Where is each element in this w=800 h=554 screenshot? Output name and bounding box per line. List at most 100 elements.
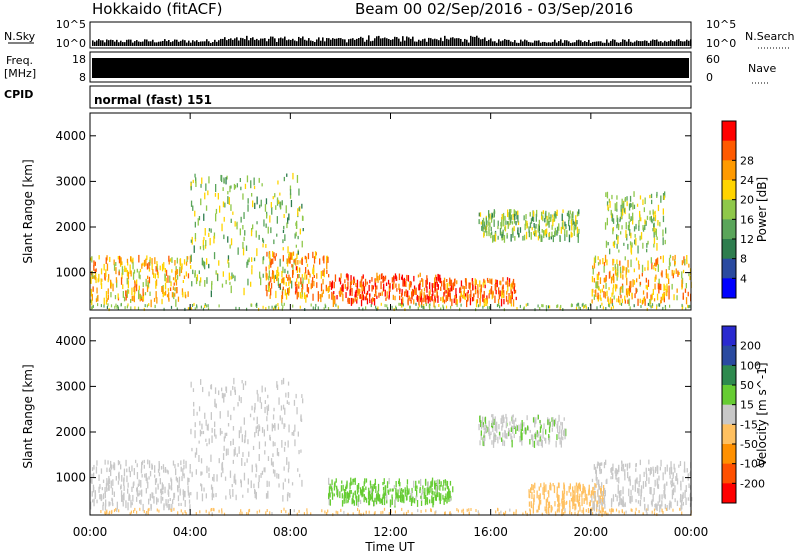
noise-bar [214, 39, 216, 46]
power-cell [138, 254, 140, 263]
power-cell [541, 229, 543, 233]
velocity-cell [194, 422, 196, 428]
velocity-cell [374, 511, 376, 515]
power-cell [669, 254, 672, 259]
power-cell [514, 236, 516, 241]
noise-bar [532, 42, 534, 46]
velocity-cell [377, 483, 380, 492]
velocity-cell [661, 500, 663, 507]
velocity-cell [672, 488, 675, 496]
velocity-cell [545, 498, 547, 506]
power-cell [421, 299, 423, 308]
velocity-cell [684, 491, 686, 498]
velocity-cell [470, 508, 472, 511]
power-cell [175, 269, 177, 275]
power-cell [290, 200, 293, 208]
power-cell [141, 263, 143, 269]
velocity-cell [546, 497, 549, 503]
power-cell [401, 274, 403, 281]
velocity-cell [551, 421, 554, 428]
velocity-cell [111, 487, 114, 495]
velocity-cell [691, 497, 693, 502]
velocity-cell [354, 491, 356, 496]
power-cell [204, 303, 206, 307]
power-cell [611, 292, 613, 297]
velocity-cell [213, 508, 215, 512]
power-cell [629, 229, 631, 236]
velocity-cell [491, 414, 493, 418]
power-cell [646, 292, 648, 299]
power-cell [142, 262, 144, 266]
colorbar-segment [722, 404, 736, 425]
velocity-cell [649, 487, 651, 494]
velocity-cell [402, 494, 404, 502]
power-cell [214, 192, 217, 197]
velocity-cell [356, 491, 359, 495]
velocity-cell [110, 460, 112, 469]
velocity-cell [187, 477, 189, 486]
power-cell [154, 305, 156, 309]
velocity-cell [208, 467, 210, 472]
noise-bar [522, 41, 524, 46]
velocity-cell [205, 493, 207, 499]
velocity-cell [185, 512, 187, 516]
velocity-cell [407, 509, 409, 513]
power-cell [633, 191, 635, 197]
velocity-cell [355, 494, 357, 499]
colorbar-segment [722, 463, 736, 484]
velocity-cell [561, 508, 563, 516]
power-cell [629, 218, 631, 222]
velocity-cell [572, 501, 574, 510]
power-cell [542, 304, 544, 308]
power-cell [165, 277, 167, 283]
power-cell [669, 262, 671, 267]
velocity-cell [239, 512, 241, 516]
power-cell [664, 191, 666, 198]
power-cell [338, 277, 341, 282]
velocity-cell [434, 511, 436, 515]
velocity-cell [295, 393, 297, 399]
power-cell [423, 306, 425, 310]
power-cell [302, 283, 304, 290]
power-cell [176, 307, 178, 311]
velocity-cell [681, 494, 683, 502]
power-cell [194, 307, 196, 311]
power-cell [181, 288, 184, 295]
noise-bar [332, 38, 334, 46]
velocity-cell [596, 508, 598, 512]
velocity-cell [246, 458, 248, 463]
velocity-cell [170, 508, 172, 512]
velocity-cell [146, 511, 148, 514]
noise-panel-frame [89, 21, 692, 49]
noise-bar [528, 41, 530, 46]
velocity-cell [211, 427, 213, 433]
velocity-cell [655, 503, 657, 510]
velocity-cell [485, 422, 487, 427]
velocity-cell [221, 392, 224, 399]
velocity-cell [531, 484, 533, 491]
power-cell [502, 235, 504, 240]
power-cell [297, 235, 299, 240]
velocity-cell [651, 499, 653, 507]
power-cell [127, 271, 130, 280]
noise-bar [98, 39, 100, 46]
power-cell [591, 289, 593, 297]
power-cell [617, 264, 619, 272]
velocity-cell [640, 490, 642, 497]
power-cell [384, 277, 386, 282]
power-cell [287, 270, 289, 274]
nave-label: Nave [748, 62, 776, 75]
velocity-cell [539, 436, 541, 442]
power-cell [460, 303, 462, 307]
power-cell [281, 291, 284, 299]
power-cell [297, 208, 299, 217]
power-cell [276, 197, 279, 205]
power-cell [482, 305, 484, 309]
velocity-cell [151, 492, 153, 498]
power-cell [548, 220, 550, 228]
power-cell [513, 219, 516, 224]
power-cell [616, 284, 618, 289]
power-cell [254, 202, 256, 209]
power-cell [126, 292, 128, 298]
power-cell [456, 280, 458, 285]
